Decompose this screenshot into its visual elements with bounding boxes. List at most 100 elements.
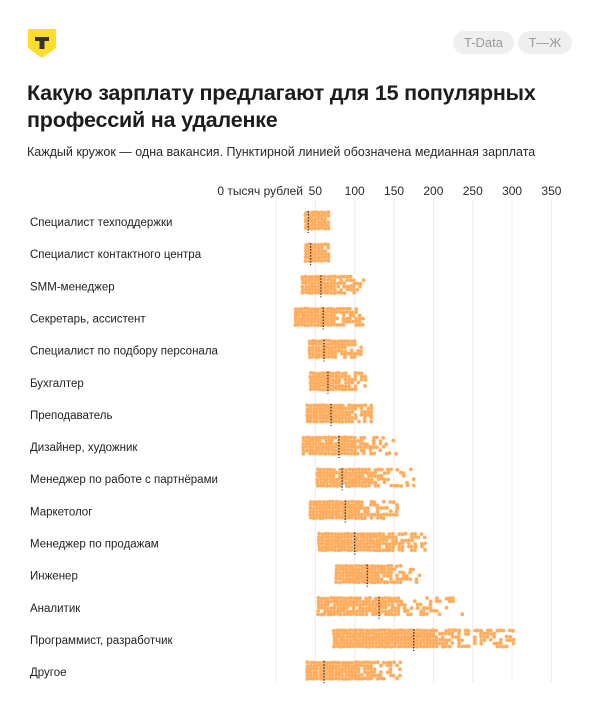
vacancy-dot — [330, 666, 335, 671]
vacancy-dot — [357, 323, 362, 327]
vacancy-dot — [395, 638, 400, 642]
vacancy-dot — [335, 596, 340, 601]
vacancy-dot — [327, 667, 332, 671]
vacancy-dot — [353, 384, 358, 389]
vacancy-dot — [332, 319, 336, 324]
vacancy-dot — [309, 383, 313, 388]
vacancy-dots — [316, 596, 465, 617]
vacancy-dot — [305, 435, 309, 440]
vacancy-dot — [345, 287, 350, 292]
vacancy-dot — [345, 641, 349, 646]
vacancy-dot — [415, 641, 420, 646]
vacancy-dot — [323, 213, 327, 218]
vacancy-dot — [323, 281, 327, 286]
vacancy-dot — [377, 548, 382, 553]
vacancy-dot — [325, 596, 330, 601]
vacancy-dot — [316, 277, 321, 282]
vacancy-dot — [364, 628, 369, 633]
vacancy-dot — [319, 313, 324, 318]
vacancy-dot — [326, 242, 330, 247]
vacancy-dot — [349, 451, 354, 456]
vacancy-dot — [365, 442, 369, 447]
vacancy-dot — [340, 538, 344, 543]
vacancy-dot — [373, 628, 378, 633]
vacancy-dot — [344, 563, 348, 568]
vacancy-dot — [370, 605, 375, 610]
vacancy-dot — [356, 532, 360, 537]
vacancy-dot — [340, 667, 345, 672]
vacancy-dot — [387, 596, 391, 601]
vacancy-dot — [356, 371, 361, 376]
vacancy-dot — [308, 506, 313, 511]
vacancy-dot — [350, 567, 355, 572]
vacancy-dot — [349, 339, 354, 344]
tag-t-data[interactable]: T-Data — [453, 31, 514, 54]
vacancy-dot — [362, 516, 367, 521]
vacancy-dot — [308, 670, 313, 675]
vacancy-dot — [375, 503, 380, 508]
vacancy-dot — [348, 596, 353, 600]
vacancy-dot — [310, 217, 314, 222]
vacancy-dot — [340, 564, 345, 568]
vacancy-dot — [376, 467, 381, 472]
vacancy-dot — [411, 567, 415, 572]
vacancy-dot — [342, 284, 346, 289]
vacancy-dot — [323, 596, 327, 601]
vacancy-dot — [356, 567, 361, 572]
vacancy-dot — [357, 474, 362, 478]
vacancy-dot — [345, 278, 349, 283]
vacancy-dot — [492, 641, 497, 646]
vacancy-dot — [358, 445, 363, 449]
vacancy-dot — [350, 467, 355, 472]
vacancy-dot — [388, 513, 393, 517]
vacancy-dot — [372, 451, 377, 456]
vacancy-dot — [333, 532, 338, 536]
vacancy-dot — [352, 339, 357, 344]
vacancy-dot — [366, 676, 371, 681]
vacancy-dot — [344, 670, 348, 674]
vacancy-dot — [403, 603, 407, 607]
vacancy-dot — [414, 580, 419, 585]
vacancy-dot — [338, 641, 343, 646]
vacancy-dot — [320, 210, 324, 215]
vacancy-dot — [463, 628, 468, 633]
vacancy-dot — [386, 477, 390, 482]
vacancy-dot — [313, 219, 317, 224]
vacancy-dot — [352, 435, 357, 440]
vacancy-dot — [311, 509, 316, 514]
vacancy-dot — [352, 596, 356, 601]
vacancy-dot — [360, 570, 365, 575]
vacancy-dot — [312, 673, 316, 677]
vacancy-dot — [393, 609, 398, 613]
vacancy-dot — [337, 406, 342, 411]
vacancy-dot — [363, 374, 368, 379]
vacancy-dot — [308, 387, 313, 392]
vacancy-dot — [350, 416, 354, 420]
vacancy-dot — [300, 322, 304, 327]
vacancy-dot — [347, 644, 352, 649]
vacancy-dot — [386, 631, 391, 636]
vacancy-dot — [422, 612, 426, 617]
vacancy-dot — [353, 484, 358, 488]
vacancy-dot — [311, 451, 316, 456]
vacancy-dots — [300, 274, 366, 296]
vacancy-dot — [348, 316, 352, 321]
vacancy-dot — [313, 249, 318, 254]
vacancy-dot — [343, 406, 348, 411]
vacancy-dot — [320, 226, 324, 231]
vacancy-dot — [380, 605, 385, 610]
vacancy-dot — [331, 419, 335, 424]
vacancy-dot — [349, 515, 354, 520]
vacancy-dot — [378, 439, 383, 443]
vacancy-dot — [372, 548, 376, 553]
vacancy-dot — [388, 660, 393, 665]
vacancy-dot — [350, 403, 355, 408]
vacancy-dot — [355, 535, 360, 540]
vacancy-dot — [297, 310, 301, 315]
vacancy-dot — [360, 516, 364, 520]
vacancy-dot — [384, 442, 389, 447]
tag-t-zh[interactable]: Т—Ж — [518, 31, 572, 54]
vacancy-dot — [349, 284, 353, 289]
vacancy-dot — [303, 313, 308, 318]
vacancy-dot — [324, 509, 329, 514]
